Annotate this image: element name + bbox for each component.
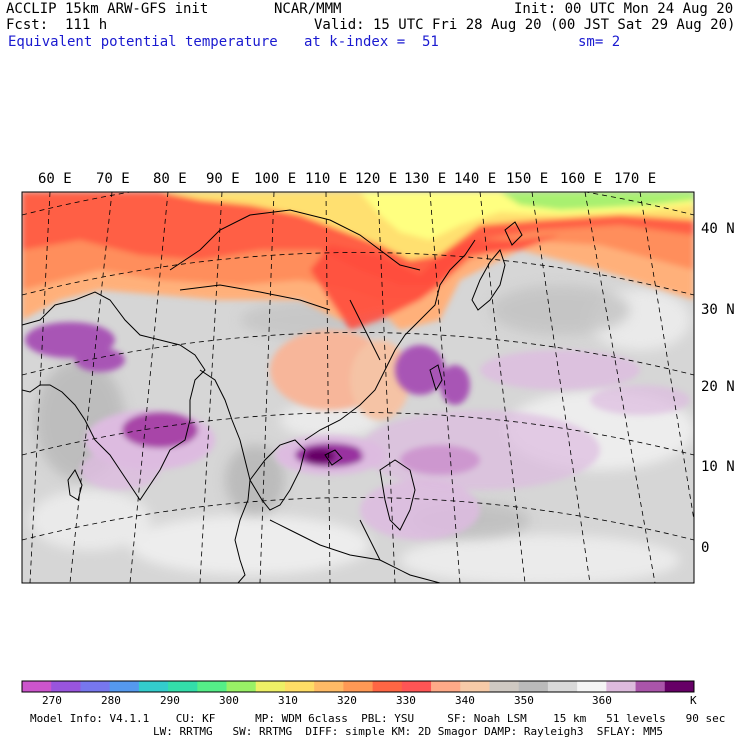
lon-label: 160 E [560, 171, 603, 187]
lon-label: 130 E [404, 171, 447, 187]
field-name: Equivalent potential temperature [8, 34, 278, 50]
lon-label: 110 E [305, 171, 348, 187]
warm-region [22, 192, 694, 420]
lat-label: 40 N [701, 221, 735, 237]
colorbar-swatch [138, 681, 169, 692]
lon-label: 80 E [153, 171, 187, 187]
colorbar-swatch [664, 681, 695, 692]
lon-label: 70 E [96, 171, 130, 187]
lat-label: 30 N [701, 302, 735, 318]
colorbar-swatch [51, 681, 81, 692]
colorbar-swatch [255, 681, 286, 692]
valid-time: Valid: 15 UTC Fri 28 Aug 20 (00 JST Sat … [314, 17, 736, 33]
smoothing-label: sm= 2 [578, 34, 621, 50]
light-patches [30, 290, 694, 583]
colorbar-swatch [22, 681, 52, 692]
level-label: at k-index = 51 [304, 34, 439, 50]
colorbar-swatch [606, 681, 637, 692]
colorbar-label: 340 [455, 694, 475, 707]
colorbar-label: 360 [592, 694, 612, 707]
colorbar-swatch [577, 681, 607, 692]
init-time: Init: 00 UTC Mon 24 Aug 20 [514, 1, 734, 17]
colorbar-swatch [431, 681, 461, 692]
colorbar-swatch [109, 681, 140, 692]
colorbar-swatch [226, 681, 257, 692]
graticule [22, 192, 694, 583]
coastlines [22, 209, 523, 583]
colorbar-label: 270 [42, 694, 62, 707]
model-title: ACCLIP 15km ARW-GFS init [6, 1, 209, 17]
colorbar-label: 280 [101, 694, 121, 707]
lon-label: 170 E [614, 171, 657, 187]
colorbar-swatch [635, 681, 666, 692]
lon-label: 140 E [454, 171, 497, 187]
colorbar [21, 680, 695, 693]
colorbar-swatch [489, 681, 520, 692]
lon-label: 90 E [206, 171, 240, 187]
lon-label: 100 E [254, 171, 297, 187]
colorbar-unit: K [690, 694, 697, 707]
model-info-line2: LW: RRTMG SW: RRTMG DIFF: simple KM: 2D … [153, 725, 663, 738]
colorbar-swatch [314, 681, 344, 692]
lon-label: 150 E [506, 171, 549, 187]
colorbar-swatch [372, 681, 403, 692]
colorbar-label: 310 [278, 694, 298, 707]
colorbar-swatch [460, 681, 490, 692]
colorbar-swatch [284, 681, 315, 692]
model-info-line1: Model Info: V4.1.1 CU: KF MP: WDM 6class… [30, 712, 726, 725]
colorbar-swatch [168, 681, 198, 692]
colorbar-label: 320 [337, 694, 357, 707]
moist-tropics [25, 322, 690, 540]
colorbar-swatch [547, 681, 578, 692]
forecast-hour: Fcst: 111 h [6, 17, 108, 33]
colorbar-swatch [197, 681, 228, 692]
colorbar-swatch [343, 681, 374, 692]
org-label: NCAR/MMM [274, 1, 342, 17]
colorbar-swatch [401, 681, 432, 692]
lat-label: 20 N [701, 379, 735, 395]
lat-label: 10 N [701, 459, 735, 475]
lon-label: 60 E [38, 171, 72, 187]
colorbar-label: 290 [160, 694, 180, 707]
colorbar-label: 300 [219, 694, 239, 707]
lat-label: 0 [701, 540, 710, 556]
colorbar-swatch [518, 681, 549, 692]
map-frame [21, 191, 695, 584]
colorbar-label: 350 [514, 694, 534, 707]
colorbar-swatch [80, 681, 111, 692]
lon-label: 120 E [355, 171, 398, 187]
colorbar-frame [21, 680, 695, 693]
colorbar-label: 330 [396, 694, 416, 707]
